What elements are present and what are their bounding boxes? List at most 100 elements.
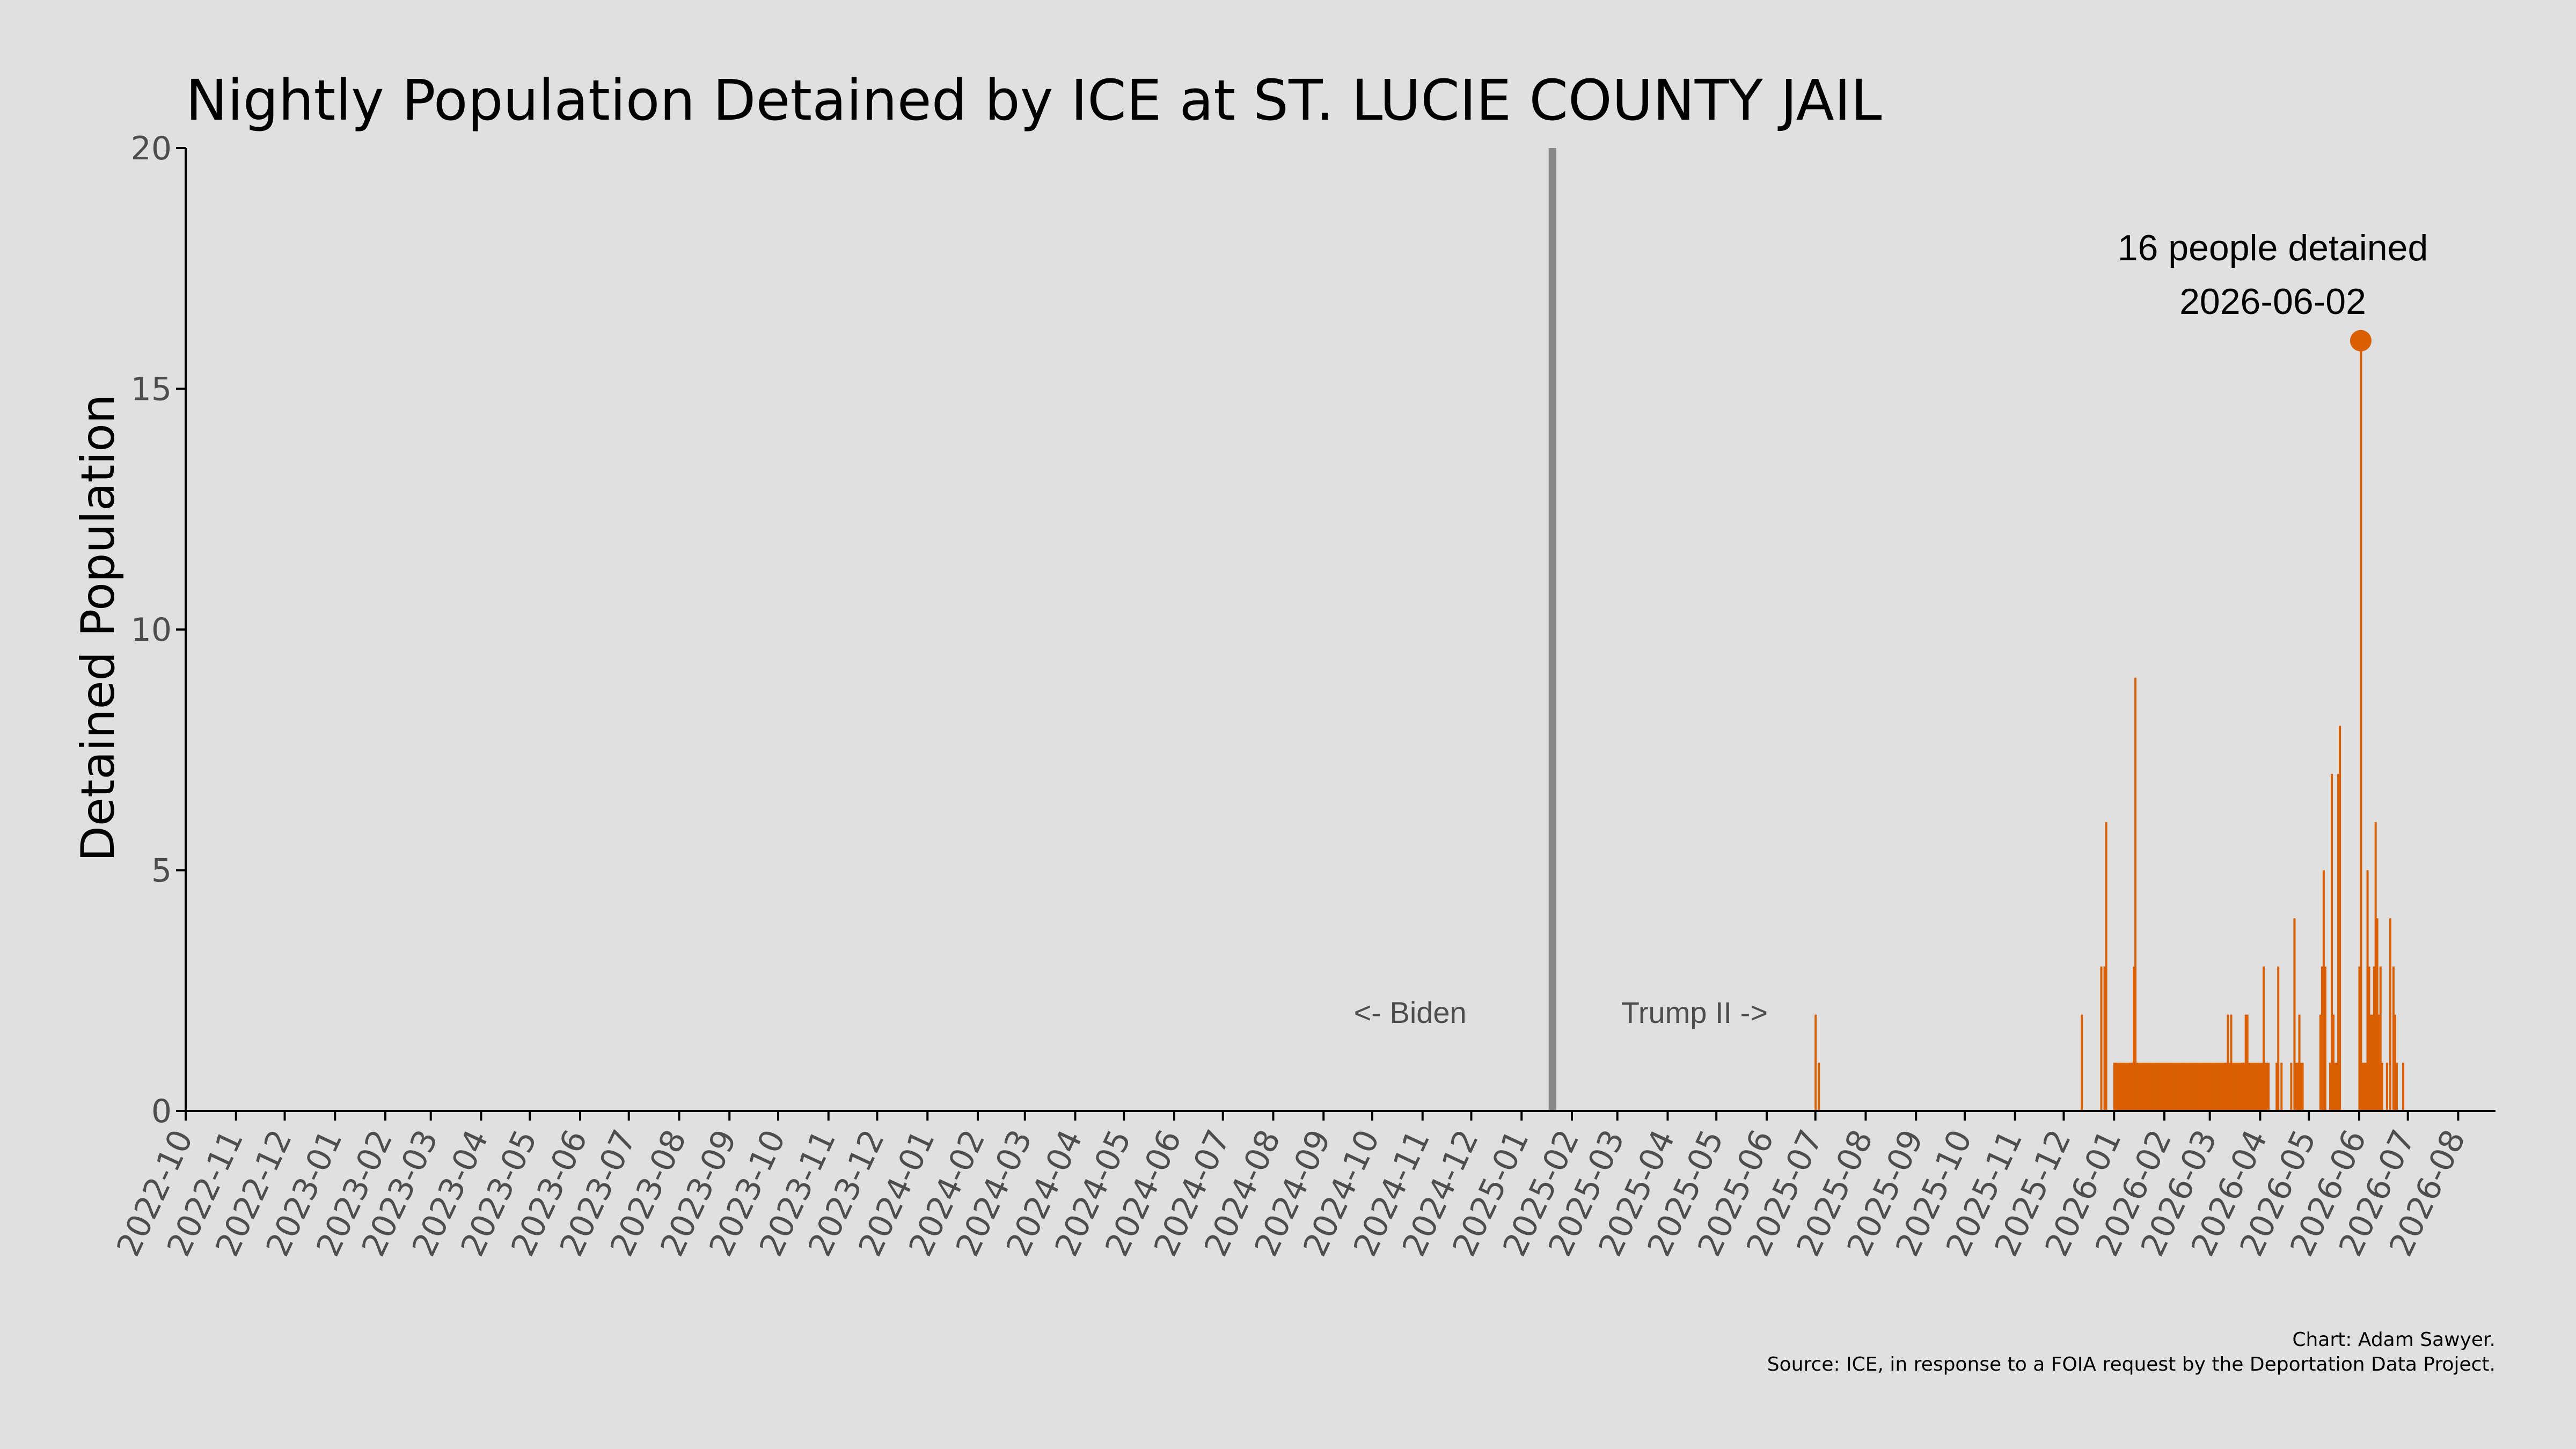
bar — [2379, 966, 2382, 1111]
bar — [2322, 870, 2325, 1111]
bar — [2295, 1063, 2297, 1111]
bar — [2186, 1063, 2189, 1111]
bar — [2227, 1014, 2229, 1111]
bar — [2260, 1063, 2263, 1111]
bar — [2252, 1063, 2255, 1111]
bar — [2138, 1063, 2140, 1111]
bar — [2257, 1063, 2260, 1111]
bar — [2337, 774, 2340, 1111]
bar — [2389, 918, 2391, 1111]
bar — [2395, 1063, 2398, 1111]
bar — [2157, 1063, 2160, 1111]
y-tick-label: 10 — [131, 611, 172, 649]
bar — [2134, 677, 2137, 1111]
bar — [2241, 1063, 2244, 1111]
y-tick-label: 15 — [131, 371, 172, 408]
bar — [2114, 1063, 2117, 1111]
bar — [2240, 1063, 2242, 1111]
bar — [2160, 1063, 2163, 1111]
y-axis-label: Detained Population — [71, 394, 125, 862]
bar — [2290, 1063, 2293, 1111]
bar — [2165, 1063, 2168, 1111]
bar — [2173, 1063, 2176, 1111]
bar — [2204, 1063, 2207, 1111]
bar — [2105, 822, 2107, 1111]
bar — [2121, 1063, 2124, 1111]
peak-point — [2350, 330, 2372, 352]
bar — [2158, 1063, 2161, 1111]
bar — [2168, 1063, 2171, 1111]
bar — [2100, 966, 2103, 1111]
bar — [2183, 1063, 2185, 1111]
bar — [2152, 1063, 2155, 1111]
bar — [2131, 1063, 2133, 1111]
biden-label: <- Biden — [1354, 996, 1467, 1029]
bar — [2147, 1063, 2150, 1111]
bar — [2219, 1063, 2221, 1111]
bar — [2206, 1063, 2208, 1111]
bar — [2301, 1063, 2304, 1111]
bar — [2162, 1063, 2164, 1111]
bar — [2298, 1014, 2301, 1111]
bar — [2199, 1063, 2202, 1111]
bar — [2248, 1063, 2250, 1111]
bar — [2331, 774, 2333, 1111]
bar — [2374, 822, 2377, 1111]
bar — [2192, 1063, 2195, 1111]
bar — [2191, 1063, 2193, 1111]
chart-credit: Chart: Adam Sawyer. — [2292, 1329, 2496, 1351]
bar — [2366, 870, 2369, 1111]
bar — [2371, 1014, 2374, 1111]
bar — [2324, 966, 2326, 1111]
bar — [2392, 966, 2395, 1111]
bar — [2300, 1063, 2302, 1111]
bar — [2144, 1063, 2147, 1111]
bar — [2184, 1063, 2187, 1111]
bar — [2179, 1063, 2182, 1111]
bar — [2209, 1063, 2212, 1111]
bar — [2266, 1063, 2268, 1111]
bar — [2360, 340, 2362, 1111]
bar — [2363, 1063, 2366, 1111]
bar — [2381, 1063, 2383, 1111]
bar — [2262, 966, 2265, 1111]
bar — [2217, 1063, 2220, 1111]
bar — [2123, 1063, 2125, 1111]
bar — [2277, 966, 2280, 1111]
bar — [2212, 1063, 2215, 1111]
bar — [2178, 1063, 2180, 1111]
bar — [2231, 1063, 2234, 1111]
bar — [2223, 1063, 2226, 1111]
bar — [2220, 1063, 2223, 1111]
bar — [2171, 1063, 2174, 1111]
bar — [2154, 1063, 2156, 1111]
bar — [2201, 1063, 2204, 1111]
bar — [2254, 1063, 2257, 1111]
bar — [2150, 1063, 2153, 1111]
bar — [2141, 1063, 2143, 1111]
bar — [2133, 966, 2135, 1111]
bar — [1818, 1063, 1820, 1111]
bar — [2329, 1063, 2331, 1111]
bar — [2259, 1063, 2262, 1111]
bar — [2163, 1063, 2166, 1111]
bar — [2167, 1063, 2169, 1111]
bar — [2376, 918, 2379, 1111]
bar — [2181, 1063, 2184, 1111]
bar — [2170, 1063, 2172, 1111]
bar — [2187, 1063, 2190, 1111]
bar — [2155, 1063, 2158, 1111]
bar — [2176, 1063, 2179, 1111]
bar — [2264, 1063, 2266, 1111]
bar — [2211, 1063, 2213, 1111]
peak-label-value: 16 people detained — [2118, 228, 2428, 268]
bar — [2332, 1014, 2335, 1111]
y-tick-label: 20 — [131, 130, 172, 167]
bar — [2139, 1063, 2142, 1111]
bar — [2230, 1014, 2233, 1111]
bar — [2081, 1014, 2083, 1111]
bar — [2175, 1063, 2177, 1111]
bar — [2358, 966, 2361, 1111]
bar — [2228, 1063, 2231, 1111]
